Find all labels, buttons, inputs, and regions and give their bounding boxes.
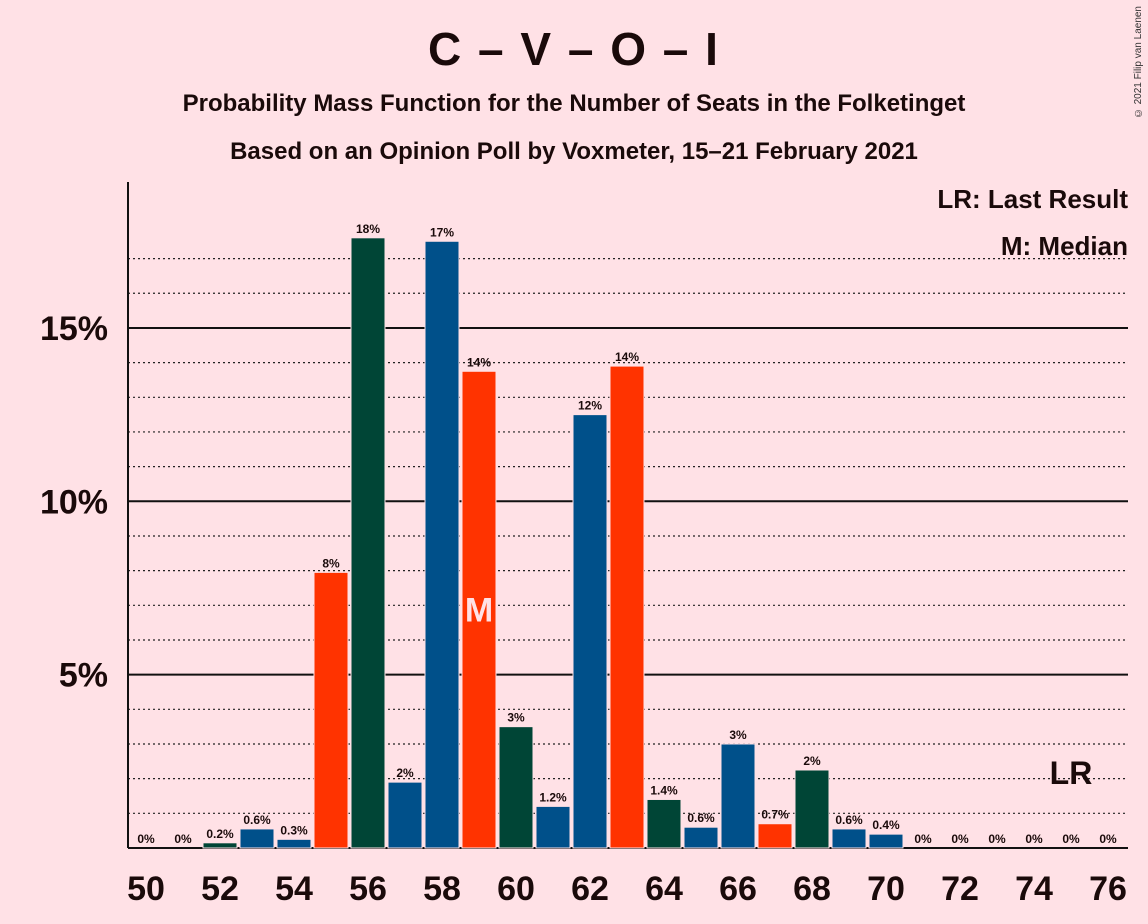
data-label: 0.6% (243, 813, 271, 827)
bar-seat-56 (350, 237, 386, 849)
bar-seat-60 (498, 726, 534, 849)
bar-seat-59 (461, 370, 497, 849)
legend: LR: Last Result M: Median (937, 184, 1128, 278)
data-label: 1.4% (650, 783, 678, 797)
x-tick-label: 52 (201, 870, 239, 908)
y-tick-label: 15% (40, 310, 108, 348)
x-tick-label: 72 (941, 870, 979, 908)
chart-subtitle: Probability Mass Function for the Number… (182, 90, 966, 117)
data-label: 0% (914, 832, 932, 846)
x-tick-label: 74 (1015, 870, 1053, 908)
bar-seat-67 (757, 823, 793, 849)
data-label: 0.3% (280, 823, 308, 837)
bar-seat-69 (831, 828, 867, 849)
x-tick-label: 58 (423, 870, 461, 908)
x-tick-label: 70 (867, 870, 905, 908)
data-label: 18% (356, 222, 380, 236)
x-tick-label: 68 (793, 870, 831, 908)
x-tick-label: 56 (349, 870, 387, 908)
data-label: 0% (174, 832, 192, 846)
bar-seat-61 (535, 805, 571, 849)
data-label: 1.2% (539, 790, 567, 804)
x-tick-label: 66 (719, 870, 757, 908)
bar-seat-66 (720, 743, 756, 849)
x-tick-label: 76 (1089, 870, 1127, 908)
legend-last-result: LR: Last Result (937, 184, 1128, 214)
bar-seat-64 (646, 798, 682, 849)
median-marker: M (465, 592, 493, 630)
data-label: 0% (1062, 832, 1080, 846)
bar-seat-70 (868, 833, 904, 849)
y-tick-label: 5% (59, 657, 108, 695)
data-label: 17% (430, 225, 454, 239)
x-tick-label: 62 (571, 870, 609, 908)
data-label: 0.6% (687, 811, 715, 825)
bar-seat-53 (239, 828, 275, 849)
bar-seat-54 (276, 838, 312, 849)
data-label: 3% (729, 728, 747, 742)
bar-seat-55 (313, 571, 349, 849)
data-label: 14% (615, 350, 639, 364)
data-label: 2% (396, 766, 414, 780)
bar-seat-68 (794, 769, 830, 849)
data-label: 0.4% (872, 818, 900, 832)
data-label: 0.7% (761, 808, 789, 822)
data-label: 8% (322, 556, 340, 570)
y-tick-label: 10% (40, 483, 108, 521)
chart-subtitle-poll: Based on an Opinion Poll by Voxmeter, 15… (230, 138, 918, 165)
bar-seat-52 (202, 842, 238, 849)
chart-title: C – V – O – I (428, 23, 720, 75)
bar-seat-62 (572, 414, 608, 849)
x-tick-label: 64 (645, 870, 683, 908)
bar-seat-65 (683, 826, 719, 849)
x-tick-label: 54 (275, 870, 313, 908)
data-label: 3% (507, 711, 525, 725)
data-label: 12% (578, 399, 602, 413)
bar-seat-63 (609, 365, 645, 849)
data-label: 14% (467, 355, 491, 369)
data-label: 0% (1099, 832, 1117, 846)
bar-seat-57 (387, 781, 423, 849)
x-tick-label: 60 (497, 870, 535, 908)
data-label: 2% (803, 754, 821, 768)
data-label: 0.2% (206, 827, 234, 841)
data-label: 0% (988, 832, 1006, 846)
data-label: 0% (137, 832, 155, 846)
legend-median: M: Median (1000, 231, 1128, 261)
bar-seat-58 (424, 240, 460, 849)
data-label: 0.6% (835, 813, 863, 827)
data-label: 0% (951, 832, 969, 846)
data-label: 0% (1025, 832, 1043, 846)
last-result-marker: LR (1050, 755, 1093, 791)
x-tick-label: 50 (127, 870, 165, 908)
